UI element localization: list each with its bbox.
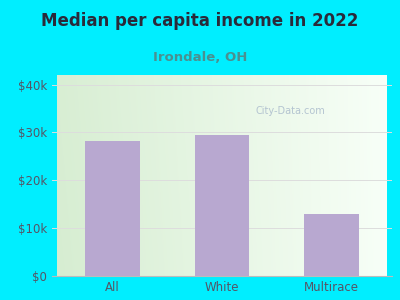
Text: City-Data.com: City-Data.com	[255, 106, 325, 116]
Bar	[304, 214, 359, 276]
Bar	[85, 141, 140, 276]
Text: Irondale, OH: Irondale, OH	[153, 51, 247, 64]
Bar	[194, 135, 250, 276]
Text: Median per capita income in 2022: Median per capita income in 2022	[41, 12, 359, 30]
